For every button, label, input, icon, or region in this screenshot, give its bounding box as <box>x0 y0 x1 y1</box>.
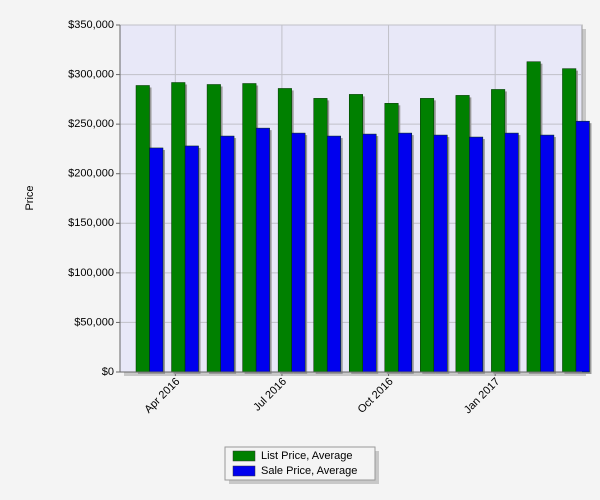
y-axis-label: Price <box>24 185 36 210</box>
bar <box>206 84 221 373</box>
y-tick-label: $250,000 <box>68 118 114 130</box>
bar <box>384 103 399 373</box>
legend-label: List Price, Average <box>261 450 353 462</box>
bar <box>242 83 257 373</box>
bar <box>220 135 235 373</box>
y-tick-label: $300,000 <box>68 68 114 80</box>
legend-swatch <box>232 450 256 462</box>
bar <box>149 147 164 373</box>
bar <box>362 133 377 373</box>
bar <box>277 88 292 373</box>
legend-swatch <box>232 465 256 477</box>
bar <box>540 134 555 373</box>
bar <box>255 127 270 373</box>
bar <box>398 132 413 373</box>
bar <box>526 61 541 373</box>
bar <box>313 98 328 373</box>
bar <box>469 136 484 373</box>
y-tick-label: $50,000 <box>74 316 114 328</box>
bar <box>135 85 150 373</box>
bar <box>326 135 341 373</box>
bar <box>348 94 363 373</box>
bar <box>184 145 199 373</box>
bar <box>171 82 186 373</box>
y-tick-label: $200,000 <box>68 168 114 180</box>
y-tick-label: $350,000 <box>68 19 114 31</box>
bar <box>491 89 506 373</box>
y-tick-label: $100,000 <box>68 267 114 279</box>
y-tick-label: $0 <box>102 366 114 378</box>
bar <box>575 120 590 373</box>
bar <box>455 95 470 373</box>
bar <box>433 134 448 373</box>
bar <box>504 132 519 373</box>
bar <box>562 68 577 373</box>
bar <box>420 98 435 373</box>
bar <box>291 132 306 373</box>
legend-label: Sale Price, Average <box>261 465 357 477</box>
y-tick-label: $150,000 <box>68 217 114 229</box>
